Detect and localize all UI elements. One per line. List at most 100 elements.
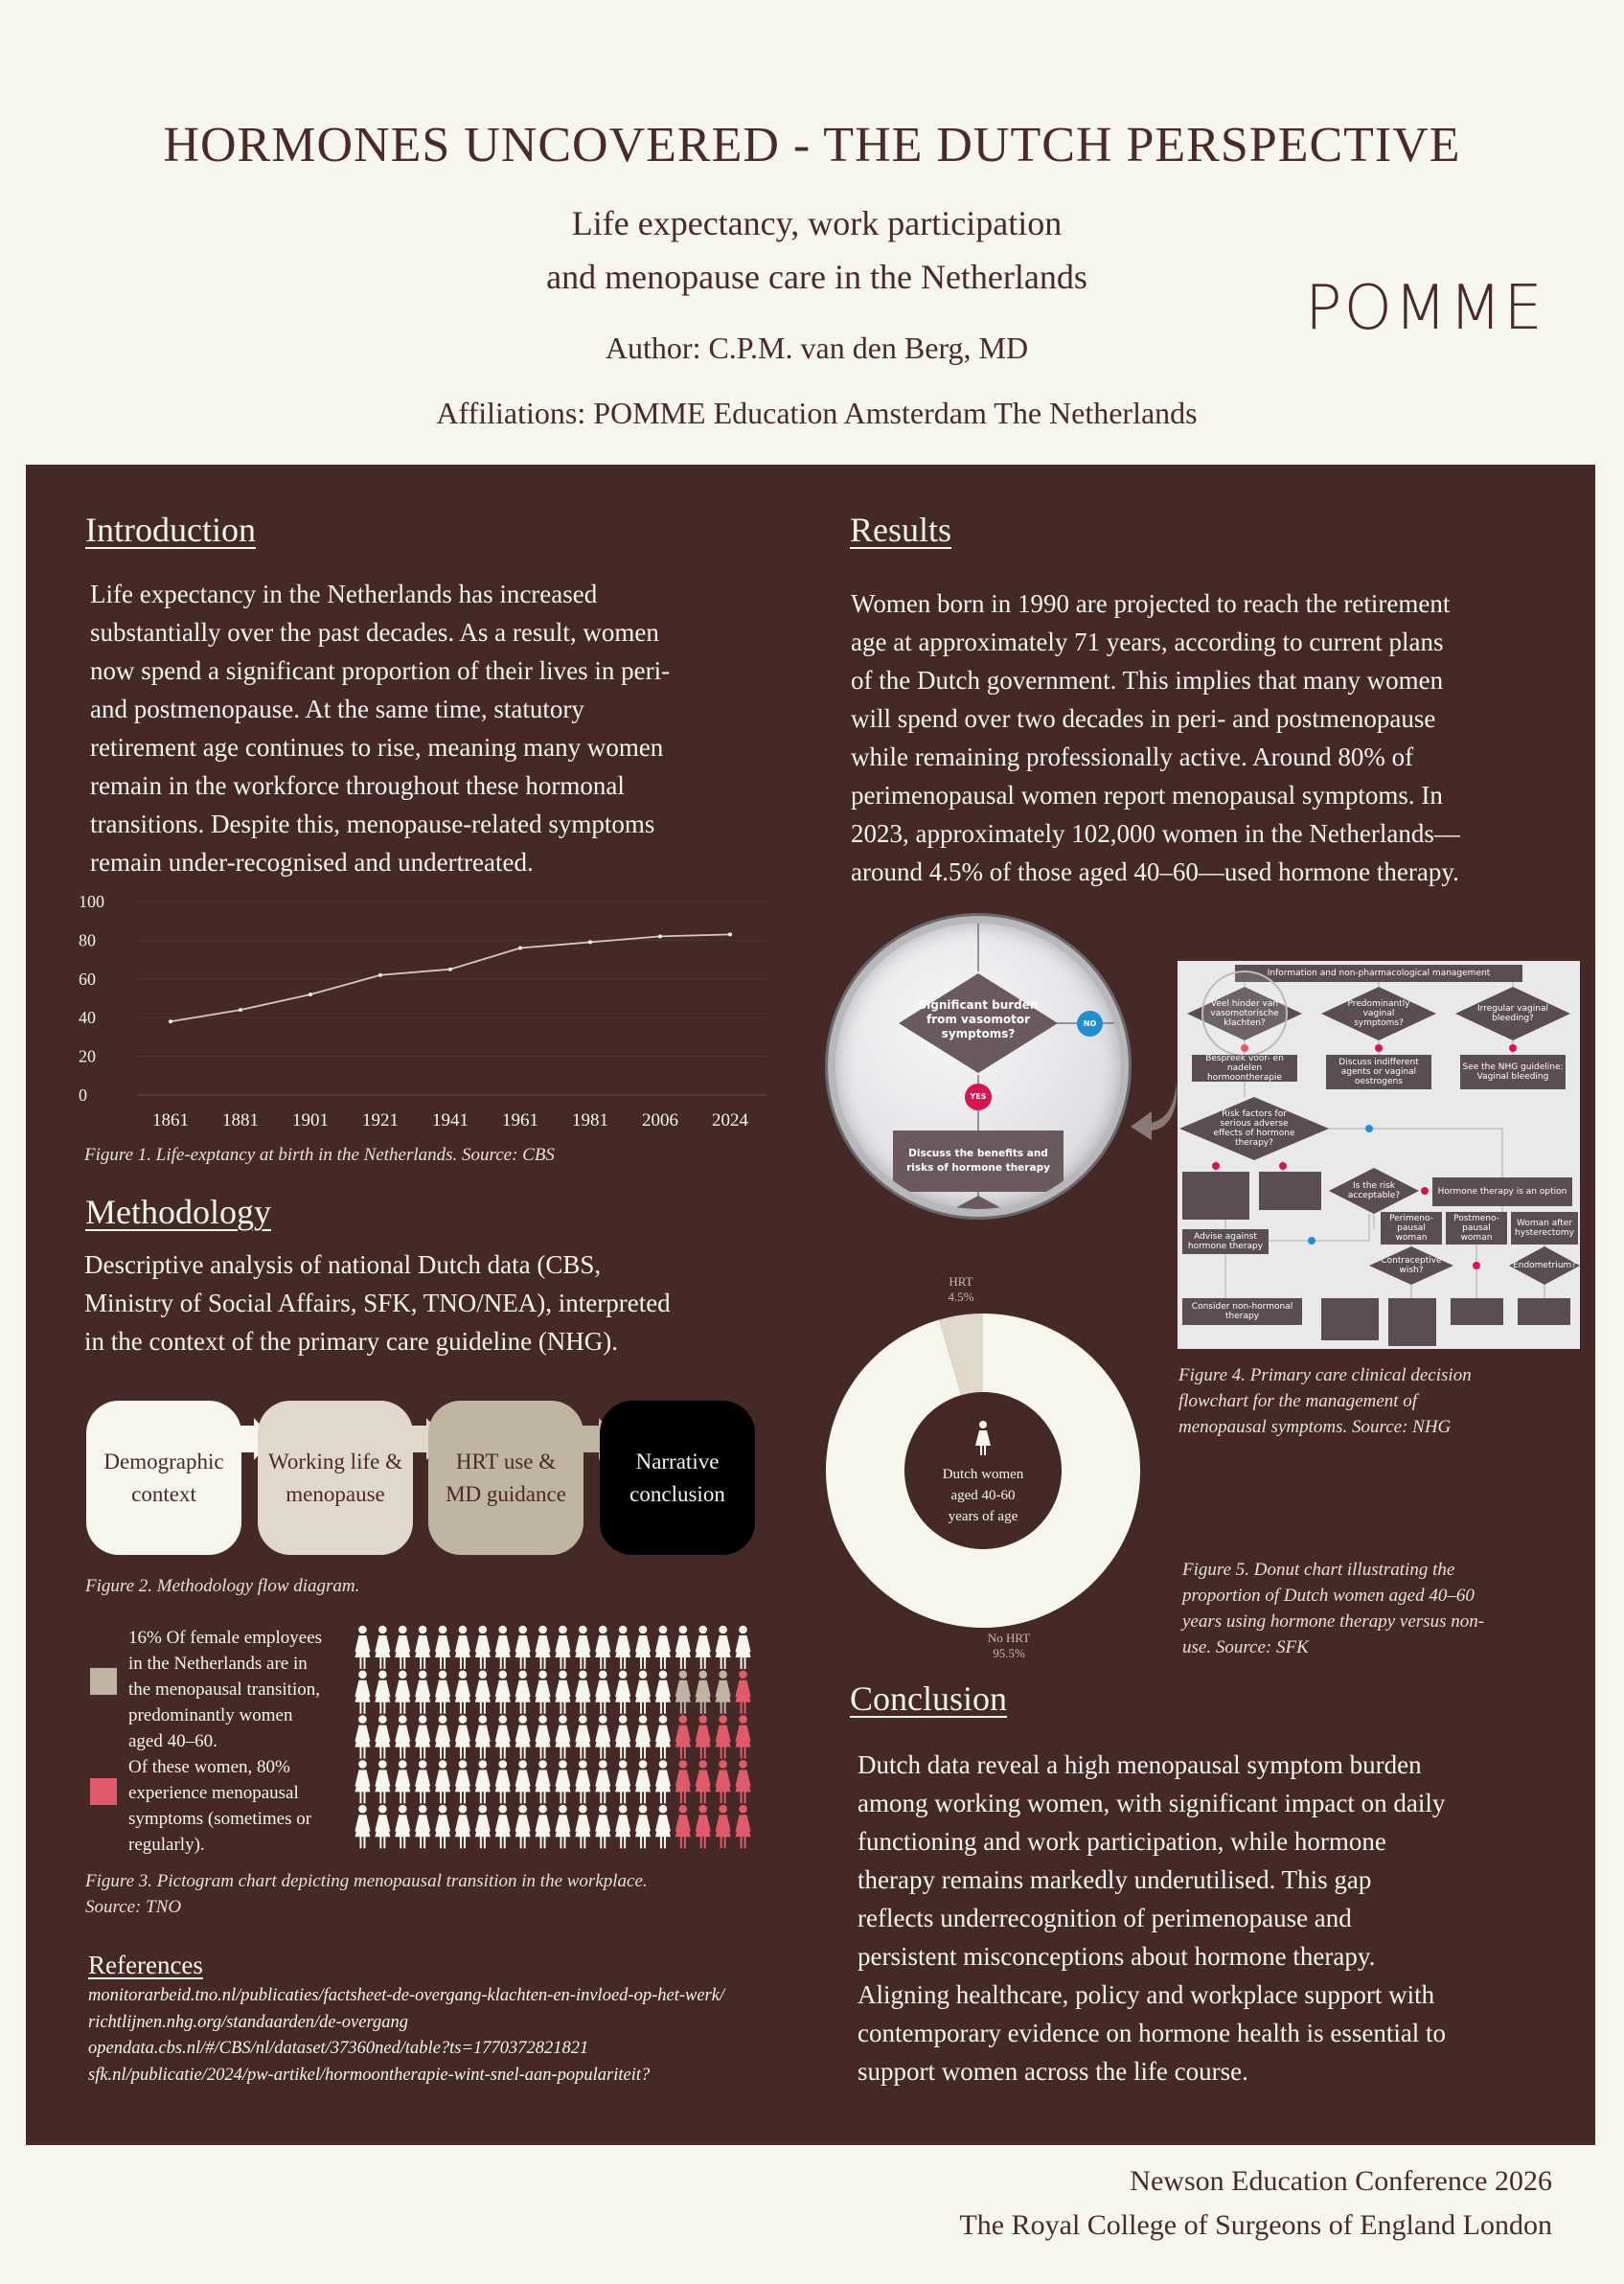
head <box>438 1760 447 1769</box>
body <box>575 1770 591 1804</box>
head <box>538 1715 547 1724</box>
body <box>575 1815 591 1849</box>
figure-4-caption: Figure 4. Primary care clinical decision… <box>1178 1362 1581 1440</box>
head <box>739 1804 747 1814</box>
conclusion-line: contemporary evidence on hormone health … <box>858 2019 1447 2047</box>
head <box>979 1421 987 1428</box>
woman-icon <box>615 1670 631 1714</box>
woman-icon <box>474 1670 491 1714</box>
caption-line: years using hormone therapy versus non- <box>1182 1611 1485 1632</box>
head <box>378 1804 387 1814</box>
head <box>579 1715 587 1724</box>
body <box>715 1815 731 1849</box>
woman-icon <box>715 1670 731 1714</box>
results-line: perimenopausal women report menopausal s… <box>851 781 1443 810</box>
body <box>715 1770 731 1804</box>
body <box>654 1679 671 1714</box>
woman-icon <box>435 1760 451 1804</box>
body <box>435 1679 451 1714</box>
body <box>695 1724 711 1759</box>
results-line: while remaining professionally active. A… <box>851 742 1414 771</box>
subtitle-line-2: and menopause care in the Netherlands <box>546 258 1087 296</box>
woman-icon <box>735 1625 751 1669</box>
body <box>355 1770 371 1804</box>
woman-icon <box>375 1760 391 1804</box>
woman-icon <box>715 1715 731 1759</box>
body <box>395 1724 411 1759</box>
flowchart-q5: Is the risk acceptable? <box>1347 1181 1401 1200</box>
head <box>438 1715 447 1724</box>
head <box>518 1670 527 1679</box>
head <box>559 1670 567 1679</box>
hrt-label: HRT <box>949 1274 972 1289</box>
head <box>398 1670 407 1679</box>
flow-step-working-life: Working life & menopause <box>258 1401 413 1555</box>
body <box>615 1815 631 1849</box>
woman-icon <box>515 1625 531 1669</box>
flowchart-diagram <box>1179 965 1580 1346</box>
body <box>515 1635 531 1669</box>
woman-icon <box>474 1804 491 1849</box>
woman-icon <box>654 1804 671 1849</box>
no-hrt-value: 95.5% <box>993 1646 1025 1660</box>
affiliations: Affiliations: POMME Education Amsterdam … <box>436 396 1198 430</box>
body <box>415 1770 431 1804</box>
caption-line: flowchart for the management of <box>1178 1391 1418 1411</box>
body <box>715 1679 731 1714</box>
woman-icon <box>635 1670 652 1714</box>
legend-symptoms-line: Of these women, 80% <box>128 1757 290 1777</box>
results-line: will spend over two decades in peri- and… <box>851 704 1436 733</box>
conclusion-line: functioning and work participation, whil… <box>858 1827 1386 1856</box>
body <box>675 1770 691 1804</box>
body <box>675 1679 691 1714</box>
body <box>695 1770 711 1804</box>
head <box>498 1670 508 1679</box>
references-list: monitorarbeid.tno.nl/publicaties/factshe… <box>88 1983 835 2089</box>
woman-icon <box>695 1625 711 1669</box>
life-expectancy-chart: 0 20 40 60 80 100 1861 1881 1901 1921 1941 1961 1981… <box>79 892 766 1131</box>
caption-line: Figure 5. Donut chart illustrating the <box>1182 1560 1455 1580</box>
woman-icon <box>635 1715 652 1759</box>
woman-icon <box>474 1625 491 1669</box>
head <box>739 1760 747 1769</box>
y-tick-label: 40 <box>79 1008 96 1027</box>
head <box>579 1625 587 1634</box>
caption-line: use. Source: SFK <box>1182 1637 1309 1657</box>
woman-icon <box>415 1715 431 1759</box>
body <box>695 1815 711 1849</box>
body <box>494 1724 511 1759</box>
body <box>595 1724 611 1759</box>
body <box>494 1679 511 1714</box>
head <box>719 1715 727 1724</box>
x-tick-label: 1861 <box>152 1110 189 1131</box>
body <box>395 1815 411 1849</box>
poster-title: HORMONES UNCOVERED - THE DUTCH PERSPECTI… <box>163 118 1461 172</box>
body <box>355 1815 371 1849</box>
woman-icon <box>715 1625 731 1669</box>
x-tick-label: 2006 <box>642 1110 678 1131</box>
woman-icon <box>595 1804 611 1849</box>
intro-line: Life expectancy in the Netherlands has i… <box>90 580 598 608</box>
woman-icon <box>695 1670 711 1714</box>
head <box>698 1715 708 1724</box>
woman-icon <box>595 1670 611 1714</box>
woman-icon <box>415 1804 431 1849</box>
woman-icon <box>535 1804 551 1849</box>
head <box>358 1804 367 1814</box>
woman-icon <box>395 1715 411 1759</box>
head <box>378 1760 387 1769</box>
body <box>575 1635 591 1669</box>
head <box>478 1670 488 1679</box>
head <box>418 1715 427 1724</box>
woman-icon <box>435 1625 451 1669</box>
body <box>454 1815 470 1849</box>
body <box>575 1724 591 1759</box>
data-point <box>239 1008 242 1013</box>
woman-icon <box>494 1625 511 1669</box>
intro-line: remain in the workforce throughout these… <box>90 771 625 800</box>
pomme-logo: POMME <box>1305 273 1544 344</box>
body <box>555 1724 571 1759</box>
head <box>678 1625 688 1634</box>
woman-icon <box>355 1715 371 1759</box>
conclusion-line: reflects underrecognition of perimenopau… <box>858 1904 1352 1932</box>
